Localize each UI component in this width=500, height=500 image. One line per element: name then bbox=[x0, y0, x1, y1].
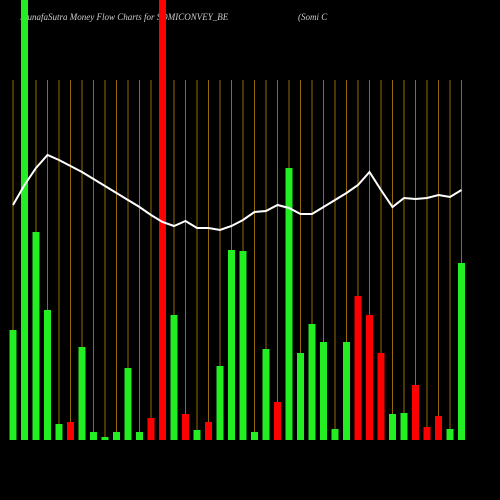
bar bbox=[205, 422, 212, 440]
bar bbox=[147, 418, 155, 440]
bar bbox=[44, 310, 51, 440]
bar bbox=[274, 402, 281, 440]
bar bbox=[331, 429, 339, 440]
bar bbox=[446, 429, 454, 440]
bar bbox=[216, 366, 224, 440]
bar bbox=[343, 342, 350, 440]
bar bbox=[423, 427, 431, 440]
bar bbox=[32, 232, 40, 440]
bar bbox=[101, 437, 109, 440]
bar bbox=[124, 368, 132, 440]
bar bbox=[136, 432, 143, 440]
bar bbox=[400, 413, 408, 440]
bar bbox=[67, 422, 74, 440]
bar bbox=[389, 414, 396, 440]
bar bbox=[308, 324, 316, 440]
bar bbox=[170, 315, 178, 440]
bar bbox=[90, 432, 97, 440]
bar bbox=[366, 315, 373, 440]
bar bbox=[182, 414, 189, 440]
bar bbox=[9, 330, 17, 440]
bar bbox=[412, 385, 419, 440]
bar bbox=[320, 342, 327, 440]
bar bbox=[251, 432, 258, 440]
bar bbox=[159, 0, 166, 440]
bar bbox=[78, 347, 86, 440]
bar bbox=[285, 168, 293, 440]
line bbox=[12, 153, 463, 232]
chart-title: MunafaSutra Money Flow Charts for SOMICO… bbox=[19, 12, 229, 22]
bar bbox=[297, 353, 304, 440]
bar bbox=[354, 296, 362, 440]
bar bbox=[55, 424, 63, 440]
bar bbox=[21, 0, 28, 440]
bar bbox=[193, 430, 201, 440]
bar bbox=[377, 353, 385, 440]
bar bbox=[458, 263, 465, 440]
bar bbox=[435, 416, 442, 440]
bar bbox=[113, 432, 120, 440]
chart-subtitle: (Somi C bbox=[298, 12, 328, 22]
bar bbox=[239, 251, 247, 440]
bar bbox=[228, 250, 235, 440]
bar bbox=[262, 349, 270, 440]
